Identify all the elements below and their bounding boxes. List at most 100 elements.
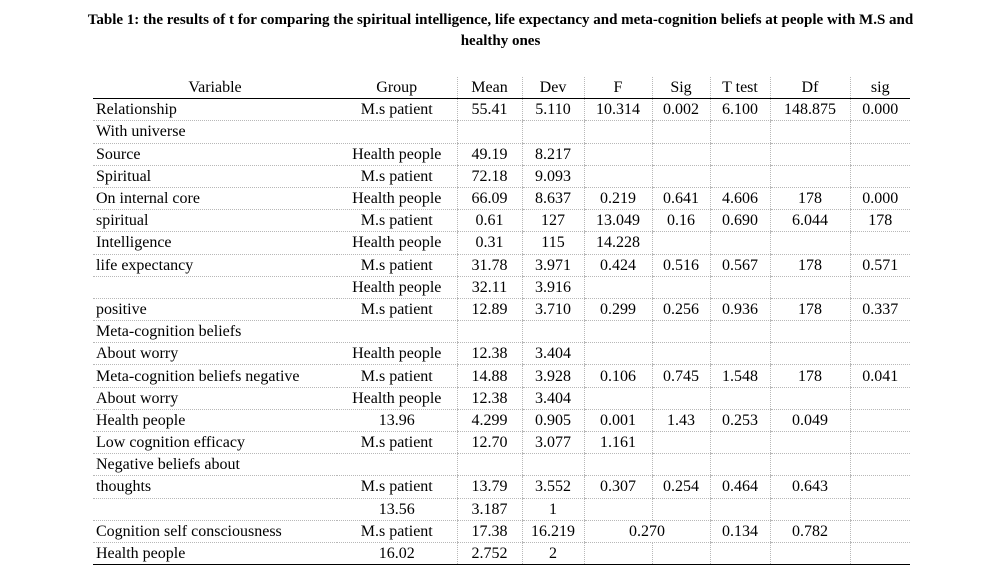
cell-dev: 0.905 (521, 409, 584, 433)
cell-sig (651, 498, 710, 521)
cell-variable: Negative beliefs about (93, 453, 337, 477)
cell-sig (651, 387, 710, 410)
cell-group: M.s patient (337, 364, 457, 388)
cell-sig: 0.16 (651, 209, 710, 233)
table-row: On internal core Health people 66.09 8.637 0… (93, 187, 910, 211)
table-row: Cognition self consciousness M.s patient 1… (93, 520, 910, 543)
cell-group: M.s patient (337, 475, 457, 499)
cell-variable: positive (93, 298, 337, 322)
cell-mean (456, 320, 522, 344)
cell-variable (93, 498, 337, 521)
cell-t-test (709, 165, 770, 188)
cell-mean: 0.61 (456, 209, 522, 233)
cell-group: Health people (337, 342, 457, 366)
header-sig2: sig (849, 77, 910, 100)
cell-sig2: 0.571 (849, 254, 910, 277)
caption-line-2: healthy ones (460, 33, 541, 49)
cell-df: 0.643 (769, 475, 850, 499)
cell-dev: 3.404 (521, 387, 584, 410)
cell-mean (456, 453, 522, 477)
cell-sig: 0.745 (651, 364, 710, 388)
cell-df: 178 (769, 364, 850, 388)
cell-f (583, 387, 652, 410)
results-table: Variable Group Mean Dev F Sig T test Df sig Relat… (93, 77, 910, 565)
cell-t-test: 0.134 (709, 520, 770, 543)
cell-sig2 (849, 165, 910, 188)
cell-group: M.s patient (337, 254, 457, 277)
cell-mean: 2.752 (456, 542, 522, 565)
cell-group: Health people (337, 143, 457, 166)
cell-t-test (709, 453, 770, 477)
cell-df: 178 (769, 187, 850, 211)
cell-sig2 (849, 387, 910, 410)
cell-group: 13.56 (337, 498, 457, 521)
cell-variable: thoughts (93, 475, 337, 499)
cell-sig (651, 143, 710, 166)
table-row: Meta-cognition beliefs negative M.s patie… (93, 364, 910, 388)
header-variable: Variable (93, 77, 337, 100)
cell-t-test (709, 387, 770, 410)
cell-variable: Relationship (93, 98, 337, 122)
cell-sig2: 0.000 (849, 187, 910, 211)
cell-df (769, 143, 850, 166)
cell-mean: 31.78 (456, 254, 522, 277)
table-row: Health people 16.02 2.752 2 (93, 542, 910, 565)
cell-df (769, 320, 850, 344)
cell-sig2 (849, 542, 910, 565)
cell-mean: 14.88 (456, 364, 522, 388)
cell-t-test: 4.606 (709, 187, 770, 211)
cell-group: M.s patient (337, 209, 457, 233)
cell-df: 148.875 (769, 98, 850, 122)
cell-sig2 (849, 520, 910, 543)
cell-t-test (709, 120, 770, 144)
cell-dev: 3.971 (521, 254, 584, 277)
cell-variable: Intelligence (93, 231, 337, 255)
cell-mean: 12.89 (456, 298, 522, 322)
cell-sig (651, 342, 710, 366)
cell-t-test: 6.100 (709, 98, 770, 122)
cell-f (583, 143, 652, 166)
cell-f: 0.001 (583, 409, 652, 433)
cell-mean: 12.38 (456, 387, 522, 410)
cell-t-test (709, 276, 770, 299)
cell-variable: life expectancy (93, 254, 337, 277)
header-mean: Mean (456, 77, 522, 100)
cell-t-test (709, 231, 770, 255)
cell-group: M.s patient (337, 98, 457, 122)
cell-sig2: 178 (849, 209, 910, 233)
table-header-row: Variable Group Mean Dev F Sig T test Df sig (93, 77, 910, 100)
cell-sig2 (849, 120, 910, 144)
cell-f (583, 498, 652, 521)
cell-df: 178 (769, 298, 850, 322)
cell-dev: 5.110 (521, 98, 584, 122)
cell-mean: 0.31 (456, 231, 522, 255)
cell-t-test: 0.690 (709, 209, 770, 233)
cell-dev: 3.710 (521, 298, 584, 322)
cell-group: M.s patient (337, 165, 457, 188)
cell-sig (651, 320, 710, 344)
cell-mean: 72.18 (456, 165, 522, 188)
cell-f: 0.299 (583, 298, 652, 322)
header-sig: Sig (651, 77, 710, 100)
table-row: Source Health people 49.19 8.217 (93, 143, 910, 166)
cell-mean (456, 120, 522, 144)
cell-sig (651, 453, 710, 477)
cell-t-test (709, 342, 770, 366)
cell-group: Health people (337, 387, 457, 410)
table-row: spiritual M.s patient 0.61 127 13.049 0.16 0.6… (93, 209, 910, 233)
cell-mean: 49.19 (456, 143, 522, 166)
table-row: thoughts M.s patient 13.79 3.552 0.307 0.254 0… (93, 475, 910, 499)
cell-f (583, 276, 652, 299)
cell-variable: spiritual (93, 209, 337, 233)
cell-group: 13.96 (337, 409, 457, 433)
cell-t-test: 0.567 (709, 254, 770, 277)
cell-t-test: 0.464 (709, 475, 770, 499)
table-row: Spiritual M.s patient 72.18 9.093 (93, 165, 910, 188)
cell-group (337, 453, 457, 477)
cell-dev: 3.916 (521, 276, 584, 299)
cell-dev: 3.928 (521, 364, 584, 388)
table-body: Variable Group Mean Dev F Sig T test Df sig Relat… (93, 77, 910, 565)
cell-dev: 1 (521, 498, 584, 521)
cell-group (337, 120, 457, 144)
cell-sig2: 0.000 (849, 98, 910, 122)
